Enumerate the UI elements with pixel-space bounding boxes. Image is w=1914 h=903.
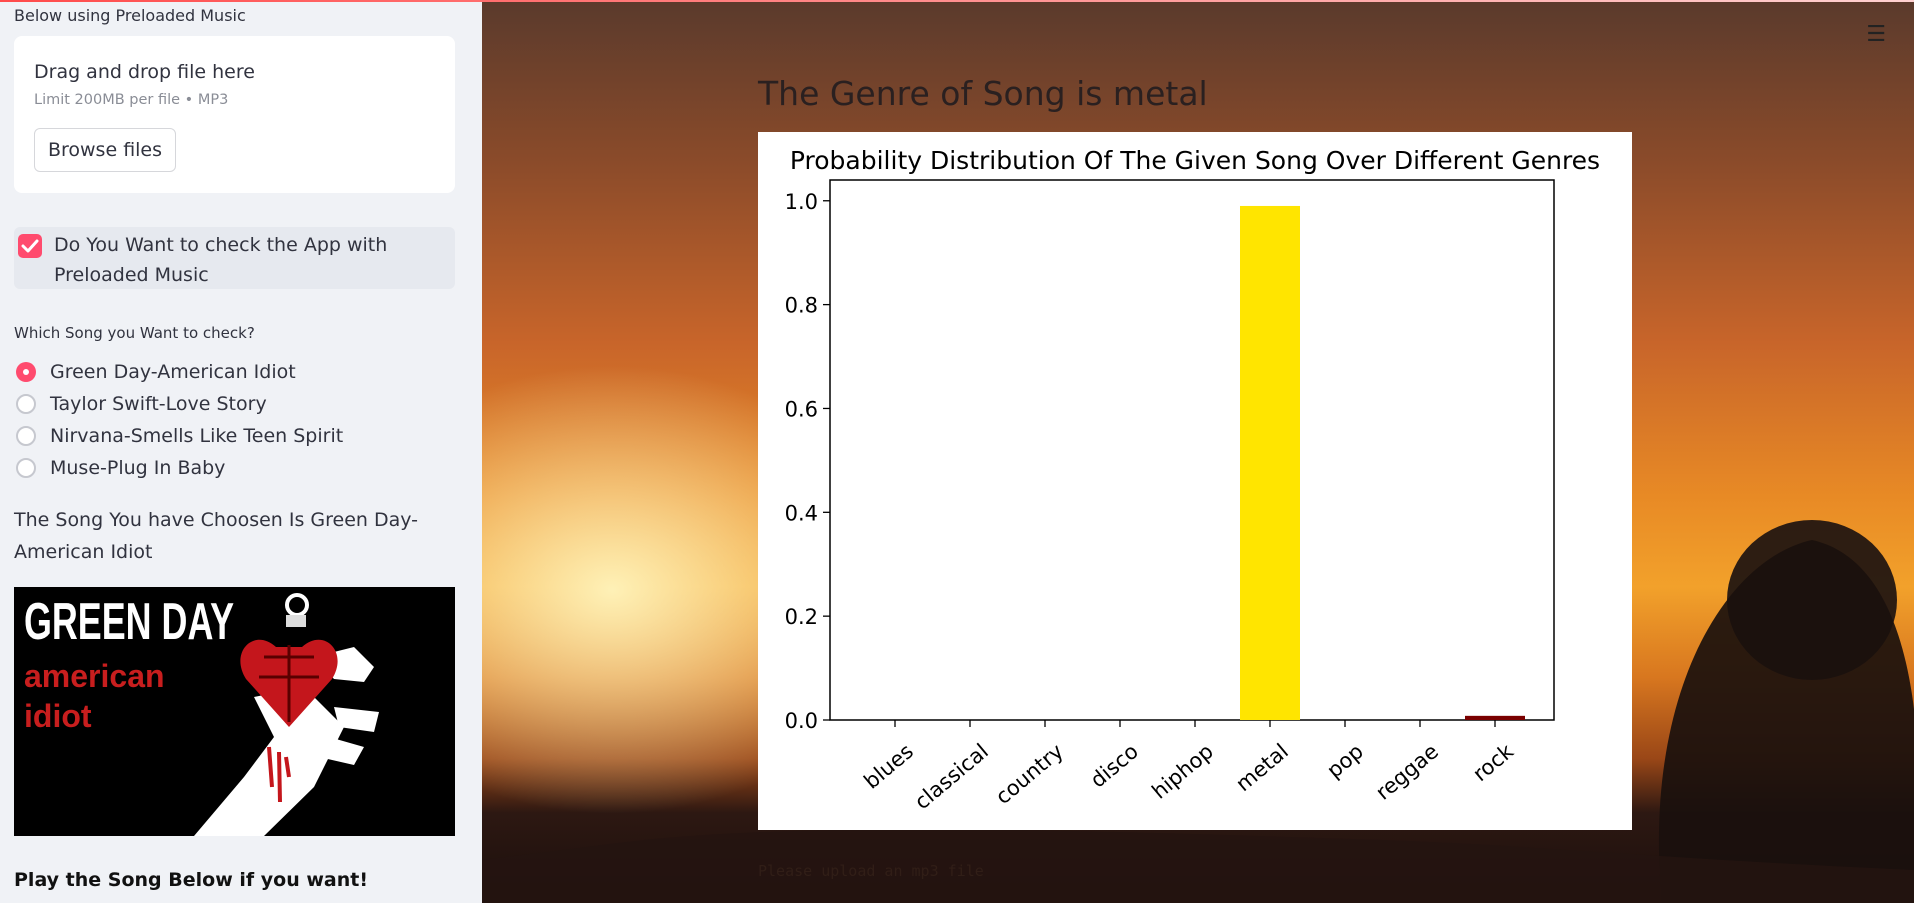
top-progress-line — [0, 0, 1914, 2]
main-content: ☰ The Genre of Song is metal Probability… — [482, 0, 1914, 903]
radio-unselected-icon[interactable] — [16, 426, 36, 446]
background-silhouette — [482, 520, 1914, 903]
chart-title: Probability Distribution Of The Given So… — [790, 146, 1600, 175]
preloaded-music-checkbox[interactable] — [18, 234, 42, 258]
x-tick-label: disco — [1086, 739, 1143, 792]
genre-probability-chart: Probability Distribution Of The Given So… — [758, 132, 1632, 830]
checkbox-label: Do You Want to check the App with Preloa… — [54, 234, 388, 286]
chosen-song-text: The Song You have Choosen Is Green Day-A… — [14, 509, 419, 563]
hamburger-icon[interactable]: ☰ — [1866, 22, 1886, 47]
radio-unselected-icon[interactable] — [16, 458, 36, 478]
plot-area — [829, 179, 1555, 721]
radio-option-label: Nirvana-Smells Like Teen Spirit — [50, 425, 344, 447]
x-tick-label: pop — [1322, 739, 1368, 783]
drop-title: Drag and drop file here — [34, 61, 255, 83]
radio-selected-icon[interactable] — [16, 362, 36, 382]
bar-metal — [1240, 205, 1300, 720]
x-tick-label: hiphop — [1147, 739, 1218, 804]
sidebar: Below using Preloaded Music Drag and dro… — [0, 0, 482, 903]
genre-heading: The Genre of Song is metal — [758, 74, 1208, 113]
y-tick-label: 0.6 — [785, 397, 818, 421]
file-limit-text: Limit 200MB per file • MP3 — [34, 92, 229, 108]
album-subtitle-text-2: idiot — [24, 698, 92, 734]
radio-option-green-day[interactable]: Green Day-American Idiot — [16, 357, 296, 387]
y-tick-label: 0.8 — [785, 294, 818, 318]
play-song-caption: Play the Song Below if you want! — [14, 869, 368, 891]
x-tick-label: country — [991, 739, 1068, 809]
x-tick-label: rock — [1468, 739, 1518, 787]
radio-unselected-icon[interactable] — [16, 394, 36, 414]
file-uploader[interactable]: Drag and drop file here Limit 200MB per … — [14, 36, 455, 193]
x-tick-label: metal — [1231, 739, 1293, 796]
y-tick-label: 0.2 — [785, 605, 818, 629]
radio-option-nirvana[interactable]: Nirvana-Smells Like Teen Spirit — [16, 421, 343, 451]
bar-rock — [1465, 715, 1525, 720]
radio-option-taylor-swift[interactable]: Taylor Swift-Love Story — [16, 389, 267, 419]
album-subtitle-text: american — [24, 658, 165, 694]
radio-option-label: Taylor Swift-Love Story — [50, 393, 267, 415]
album-cover-image: GREEN DAY american idiot — [14, 587, 455, 836]
browse-files-button[interactable]: Browse files — [34, 128, 176, 172]
sidebar-caption: Below using Preloaded Music — [14, 6, 246, 25]
checkmark-icon — [21, 239, 39, 253]
upload-note: Please upload an mp3 file — [758, 862, 984, 880]
radio-option-label: Muse-Plug In Baby — [50, 457, 226, 479]
preloaded-music-checkbox-row[interactable]: Do You Want to check the App with Preloa… — [14, 227, 455, 289]
song-radio-label: Which Song you Want to check? — [14, 324, 255, 342]
chart-svg: Probability Distribution Of The Given So… — [785, 146, 1601, 814]
x-tick-label: classical — [910, 739, 993, 814]
radio-option-muse[interactable]: Muse-Plug In Baby — [16, 453, 225, 483]
y-tick-label: 0.4 — [785, 501, 818, 525]
x-tick-label: reggae — [1371, 739, 1443, 805]
y-tick-label: 0.0 — [785, 709, 818, 733]
x-tick-label: blues — [859, 739, 918, 794]
album-cover-art: GREEN DAY american idiot — [14, 587, 455, 836]
y-tick-label: 1.0 — [785, 190, 818, 214]
album-title-text: GREEN DAY — [24, 593, 234, 651]
radio-option-label: Green Day-American Idiot — [50, 361, 296, 383]
